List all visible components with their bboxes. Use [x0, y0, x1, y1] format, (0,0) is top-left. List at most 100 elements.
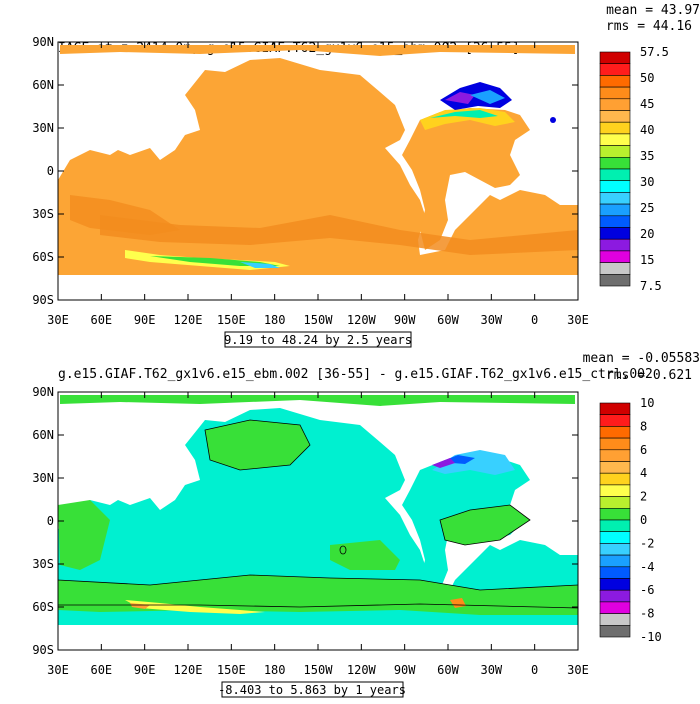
y-tick-label: 0 [47, 514, 54, 528]
panel-2-range-box [221, 681, 404, 698]
panel-1-mean: mean = 43.97 [606, 3, 700, 18]
panel-2-ocean-main [58, 408, 578, 625]
colorbar-label: 40 [640, 123, 654, 137]
colorbar-swatch [599, 75, 631, 88]
colorbar-swatch [599, 554, 631, 568]
colorbar-swatch [599, 589, 631, 603]
colorbar-swatch [599, 507, 631, 521]
panel-2-mean: mean = -0.05583 [583, 351, 700, 366]
colorbar-label: 8 [640, 419, 647, 433]
panel-1-natl-cyan [470, 90, 505, 104]
colorbar-swatch [599, 98, 631, 111]
colorbar-swatch [599, 531, 631, 544]
x-tick-label: 90W [394, 663, 416, 677]
x-tick-label: 60E [90, 313, 112, 327]
y-tick-label: 60S [32, 600, 54, 614]
panel-2-rms: rms = 0.621 [606, 368, 692, 383]
colorbar-label: 15 [640, 253, 654, 267]
panel-1-indian-band [70, 195, 180, 235]
colorbar-swatch [599, 496, 631, 509]
colorbar-swatch [599, 402, 631, 415]
colorbar-label: -10 [640, 630, 662, 644]
panel-2-natl-cyan [432, 450, 515, 475]
panel-1-ocean-atlantic [402, 108, 530, 250]
colorbar-label: 2 [640, 490, 647, 504]
panel-1-southern-band [100, 215, 578, 255]
colorbar-label: 45 [640, 97, 654, 111]
x-tick-label: 150W [304, 663, 334, 677]
colorbar-swatch [599, 63, 631, 76]
x-tick-label: 180 [264, 313, 286, 327]
panel-2-north-pacific-green [205, 420, 310, 470]
colorbar-swatch [599, 437, 631, 451]
colorbar-swatch [599, 133, 631, 146]
colorbar-swatch [599, 238, 631, 252]
colorbar-swatch [599, 192, 631, 205]
x-tick-label: 60W [437, 663, 459, 677]
panel-1-map [58, 45, 578, 275]
x-tick-label: 60W [437, 313, 459, 327]
colorbar-label: 7.5 [640, 279, 662, 293]
y-tick-label: 90N [32, 35, 54, 49]
panel-1-antarctic-streak-3 [240, 262, 280, 268]
colorbar-swatch [599, 110, 631, 123]
panel-1-range-label: 9.19 to 48.24 by 2.5 years [224, 333, 412, 347]
colorbar-swatch [599, 227, 631, 240]
x-tick-label: 120W [347, 313, 377, 327]
panel-2-indian-green [58, 500, 110, 570]
x-tick-label: 90E [134, 313, 156, 327]
colorbar-swatch [599, 145, 631, 158]
panel-2-contour-2 [58, 574, 578, 591]
colorbar-swatch [599, 426, 631, 439]
x-tick-label: 0 [531, 663, 538, 677]
colorbar-label: -8 [640, 607, 654, 621]
panel-1-rms: rms = 44.16 [606, 19, 692, 34]
colorbar-label: 25 [640, 201, 654, 215]
colorbar-swatch [599, 273, 631, 287]
colorbar-swatch [599, 157, 631, 170]
panel-2-map [58, 395, 578, 625]
colorbar-label: 20 [640, 227, 654, 241]
colorbar-swatch [599, 86, 631, 100]
colorbar-label: -6 [640, 583, 654, 597]
colorbar-label: -4 [640, 560, 654, 574]
x-tick-label: 150E [217, 313, 246, 327]
colorbar-swatch [599, 472, 631, 486]
colorbar-swatch [599, 262, 631, 275]
colorbar-swatch [599, 168, 631, 181]
colorbar-swatch [599, 578, 631, 591]
colorbar-swatch [599, 203, 631, 217]
colorbar-swatch [599, 121, 631, 135]
panel-2-title: g.e15.GIAF.T62_gx1v6.e15_ebm.002 [36-55]… [58, 367, 653, 382]
panel-2-antarctic-yellow [125, 600, 265, 614]
y-tick-label: 90S [32, 643, 54, 657]
x-tick-label: 150W [304, 313, 334, 327]
panel-1-natl-magenta [445, 92, 475, 104]
y-tick-label: 30S [32, 557, 54, 571]
colorbar-label: 4 [640, 466, 647, 480]
colorbar-swatch [599, 414, 631, 427]
colorbar-swatch [599, 624, 631, 638]
panel-2-contour-5 [339, 545, 347, 555]
y-tick-label: 30N [32, 471, 54, 485]
y-tick-label: 60N [32, 78, 54, 92]
panel-2-weddell-orange [450, 598, 466, 608]
panel-1-natl-green [430, 110, 498, 118]
colorbar-label: 30 [640, 175, 654, 189]
y-tick-label: 90N [32, 385, 54, 399]
panel-1-natl-yellow [420, 108, 515, 130]
x-tick-label: 30E [47, 313, 69, 327]
colorbar-swatch [599, 215, 631, 228]
panel-2-ocean-atlantic [402, 458, 530, 600]
x-tick-label: 120E [174, 313, 203, 327]
x-tick-label: 30E [567, 313, 589, 327]
panel-1-range-box [224, 331, 412, 348]
x-tick-label: 90W [394, 313, 416, 327]
x-tick-label: 30E [47, 663, 69, 677]
colorbar-swatch [599, 543, 631, 556]
colorbar-swatch [599, 250, 631, 263]
colorbar-swatch [599, 484, 631, 497]
panel-2-natl-purple [432, 458, 455, 468]
panel-1-ocean-main [58, 58, 578, 275]
